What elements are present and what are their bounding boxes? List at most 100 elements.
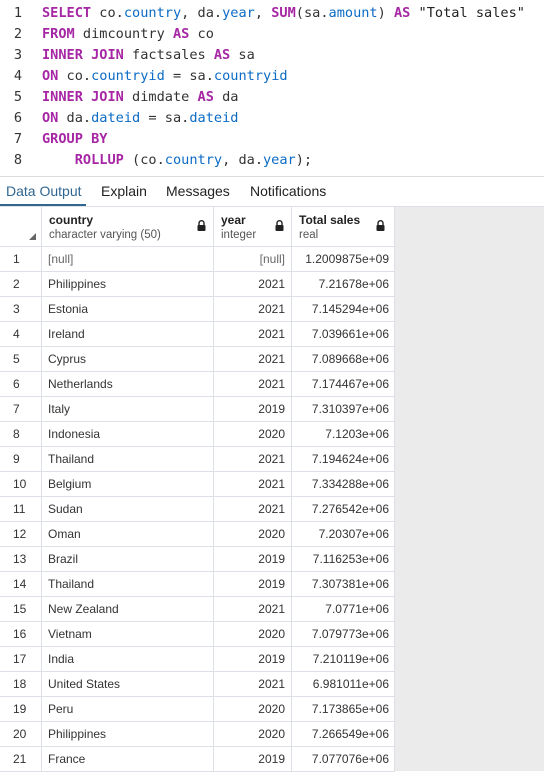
row-number[interactable]: 20 [0, 722, 42, 747]
cell-total-sales[interactable]: 7.174467e+06 [292, 372, 395, 397]
cell-total-sales[interactable]: 7.266549e+06 [292, 722, 395, 747]
column-header-year[interactable]: year integer [214, 207, 292, 247]
table-row[interactable]: 9 Thailand 2021 7.194624e+06 [0, 447, 395, 472]
code-line[interactable]: 3 INNER JOIN factsales AS sa [0, 45, 544, 66]
row-number[interactable]: 18 [0, 672, 42, 697]
cell-country[interactable]: United States [42, 672, 214, 697]
cell-total-sales[interactable]: 7.310397e+06 [292, 397, 395, 422]
cell-year[interactable]: 2021 [214, 597, 292, 622]
cell-year[interactable]: 2021 [214, 497, 292, 522]
cell-total-sales[interactable]: 7.307381e+06 [292, 572, 395, 597]
cell-total-sales[interactable]: 7.194624e+06 [292, 447, 395, 472]
cell-year[interactable]: 2019 [214, 547, 292, 572]
row-number[interactable]: 1 [0, 247, 42, 272]
column-header-total-sales[interactable]: Total sales real [292, 207, 395, 247]
cell-total-sales[interactable]: 7.116253e+06 [292, 547, 395, 572]
row-number[interactable]: 5 [0, 347, 42, 372]
cell-country[interactable]: Italy [42, 397, 214, 422]
cell-year[interactable]: 2019 [214, 572, 292, 597]
code-line[interactable]: 5 INNER JOIN dimdate AS da [0, 87, 544, 108]
cell-year[interactable]: 2021 [214, 372, 292, 397]
code-line[interactable]: 7 GROUP BY [0, 129, 544, 150]
cell-total-sales[interactable]: 7.1203e+06 [292, 422, 395, 447]
code-line[interactable]: 4 ON co.countryid = sa.countryid [0, 66, 544, 87]
row-number[interactable]: 12 [0, 522, 42, 547]
table-row[interactable]: 17 India 2019 7.210119e+06 [0, 647, 395, 672]
cell-total-sales[interactable]: 7.089668e+06 [292, 347, 395, 372]
table-row[interactable]: 14 Thailand 2019 7.307381e+06 [0, 572, 395, 597]
table-row[interactable]: 21 France 2019 7.077076e+06 [0, 747, 395, 772]
cell-total-sales[interactable]: 7.276542e+06 [292, 497, 395, 522]
cell-year[interactable]: 2021 [214, 322, 292, 347]
code-line[interactable]: 2 FROM dimcountry AS co [0, 24, 544, 45]
table-row[interactable]: 11 Sudan 2021 7.276542e+06 [0, 497, 395, 522]
row-number[interactable]: 11 [0, 497, 42, 522]
table-row[interactable]: 7 Italy 2019 7.310397e+06 [0, 397, 395, 422]
row-number[interactable]: 2 [0, 272, 42, 297]
cell-year[interactable]: 2020 [214, 697, 292, 722]
tab-notifications[interactable]: Notifications [250, 183, 327, 199]
cell-country[interactable]: Indonesia [42, 422, 214, 447]
row-number[interactable]: 17 [0, 647, 42, 672]
table-row[interactable]: 8 Indonesia 2020 7.1203e+06 [0, 422, 395, 447]
code-line[interactable]: 1 SELECT co.country, da.year, SUM(sa.amou… [0, 3, 544, 24]
cell-country[interactable]: Ireland [42, 322, 214, 347]
tab-messages[interactable]: Messages [166, 183, 230, 199]
cell-total-sales[interactable]: 7.0771e+06 [292, 597, 395, 622]
cell-country[interactable]: Sudan [42, 497, 214, 522]
cell-country[interactable]: New Zealand [42, 597, 214, 622]
cell-country[interactable]: Belgium [42, 472, 214, 497]
cell-year[interactable]: 2020 [214, 522, 292, 547]
row-number[interactable]: 21 [0, 747, 42, 772]
row-number[interactable]: 10 [0, 472, 42, 497]
cell-year[interactable]: 2020 [214, 622, 292, 647]
table-row[interactable]: 5 Cyprus 2021 7.089668e+06 [0, 347, 395, 372]
code-line[interactable]: 6 ON da.dateid = sa.dateid [0, 108, 544, 129]
cell-year[interactable]: 2021 [214, 297, 292, 322]
cell-country[interactable]: Thailand [42, 447, 214, 472]
row-number[interactable]: 4 [0, 322, 42, 347]
cell-year[interactable]: 2020 [214, 722, 292, 747]
cell-year[interactable]: 2019 [214, 397, 292, 422]
table-row[interactable]: 20 Philippines 2020 7.266549e+06 [0, 722, 395, 747]
cell-country[interactable]: Philippines [42, 272, 214, 297]
cell-country[interactable]: Brazil [42, 547, 214, 572]
cell-country[interactable]: India [42, 647, 214, 672]
cell-country[interactable]: [null] [42, 247, 214, 272]
table-row[interactable]: 13 Brazil 2019 7.116253e+06 [0, 547, 395, 572]
row-number[interactable]: 13 [0, 547, 42, 572]
cell-year[interactable]: 2021 [214, 472, 292, 497]
table-row[interactable]: 6 Netherlands 2021 7.174467e+06 [0, 372, 395, 397]
cell-year[interactable]: 2021 [214, 347, 292, 372]
table-row[interactable]: 15 New Zealand 2021 7.0771e+06 [0, 597, 395, 622]
cell-total-sales[interactable]: 7.079773e+06 [292, 622, 395, 647]
cell-year[interactable]: 2020 [214, 422, 292, 447]
cell-year[interactable]: 2019 [214, 647, 292, 672]
table-row[interactable]: 19 Peru 2020 7.173865e+06 [0, 697, 395, 722]
cell-year[interactable]: 2021 [214, 672, 292, 697]
cell-country[interactable]: Thailand [42, 572, 214, 597]
table-row[interactable]: 3 Estonia 2021 7.145294e+06 [0, 297, 395, 322]
row-number[interactable]: 14 [0, 572, 42, 597]
table-row[interactable]: 12 Oman 2020 7.20307e+06 [0, 522, 395, 547]
row-number[interactable]: 3 [0, 297, 42, 322]
cell-total-sales[interactable]: 6.981011e+06 [292, 672, 395, 697]
tab-data-output[interactable]: Data Output [6, 183, 82, 199]
cell-year[interactable]: 2021 [214, 272, 292, 297]
row-number[interactable]: 19 [0, 697, 42, 722]
cell-country[interactable]: Estonia [42, 297, 214, 322]
table-row[interactable]: 18 United States 2021 6.981011e+06 [0, 672, 395, 697]
select-all-corner[interactable] [0, 207, 42, 247]
table-row[interactable]: 16 Vietnam 2020 7.079773e+06 [0, 622, 395, 647]
row-number[interactable]: 9 [0, 447, 42, 472]
cell-total-sales[interactable]: 7.210119e+06 [292, 647, 395, 672]
cell-country[interactable]: Cyprus [42, 347, 214, 372]
cell-total-sales[interactable]: 7.20307e+06 [292, 522, 395, 547]
column-header-country[interactable]: country character varying (50) [42, 207, 214, 247]
sql-editor[interactable]: 1 SELECT co.country, da.year, SUM(sa.amou… [0, 0, 544, 176]
cell-country[interactable]: Oman [42, 522, 214, 547]
row-number[interactable]: 15 [0, 597, 42, 622]
cell-total-sales[interactable]: 7.077076e+06 [292, 747, 395, 772]
row-number[interactable]: 16 [0, 622, 42, 647]
cell-year[interactable]: 2021 [214, 447, 292, 472]
